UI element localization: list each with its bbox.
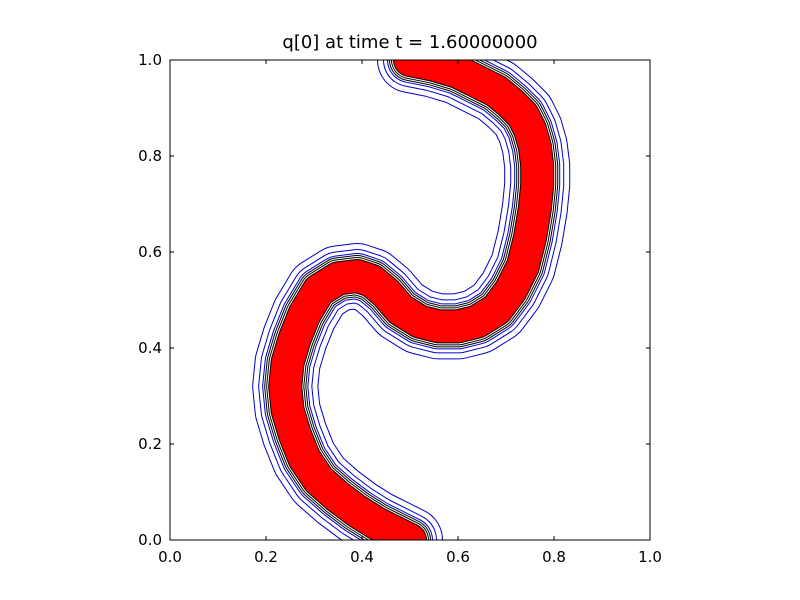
y-tick-label: 0.8 — [138, 147, 162, 165]
x-tick-label: 1.0 — [638, 548, 662, 566]
y-tick-label: 0.2 — [138, 435, 162, 453]
axes-frame — [169, 59, 651, 541]
y-tick-label: 0.6 — [138, 243, 162, 261]
y-tick-label: 1.0 — [138, 51, 162, 69]
x-tick-label: 0.4 — [350, 548, 374, 566]
y-tick-label: 0.0 — [138, 531, 162, 549]
x-tick-label: 0.8 — [542, 548, 566, 566]
contour-layer — [252, 60, 571, 540]
x-tick-label: 0.6 — [446, 548, 470, 566]
x-tick-label: 0.0 — [158, 548, 182, 566]
red-band-core — [275, 60, 548, 540]
x-axis: 0.0 0.2 0.4 0.6 0.8 1.0 — [158, 60, 662, 566]
plot-area — [252, 60, 571, 540]
y-tick-label: 0.4 — [138, 339, 162, 357]
chart-title: q[0] at time t = 1.60000000 — [282, 32, 537, 53]
x-tick-label: 0.2 — [254, 548, 278, 566]
y-axis: 0.0 0.2 0.4 0.6 0.8 1.0 — [138, 51, 650, 549]
